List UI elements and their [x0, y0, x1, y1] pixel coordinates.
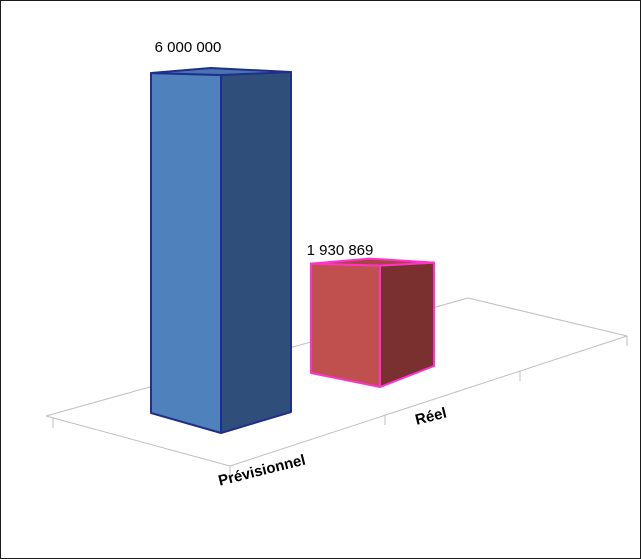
bar-front-face: [310, 262, 381, 388]
category-label: Réel: [413, 405, 448, 429]
bar-side-face: [220, 71, 292, 434]
bar-1: [150, 67, 292, 434]
floor-far-edge: [467, 297, 628, 337]
bars-layer: [150, 67, 435, 434]
data-label: 1 930 869: [307, 242, 374, 259]
category-label: Prévisionnel: [217, 452, 308, 490]
bar-2: [310, 257, 435, 388]
floor-right-edge: [229, 335, 628, 467]
bar-side-face: [379, 261, 435, 388]
bar-front-face: [150, 72, 222, 434]
data-label: 6 000 000: [155, 39, 222, 56]
bar-top-face: [310, 257, 435, 267]
floor-front-edge: [45, 415, 231, 467]
bar-top-face: [150, 67, 292, 76]
